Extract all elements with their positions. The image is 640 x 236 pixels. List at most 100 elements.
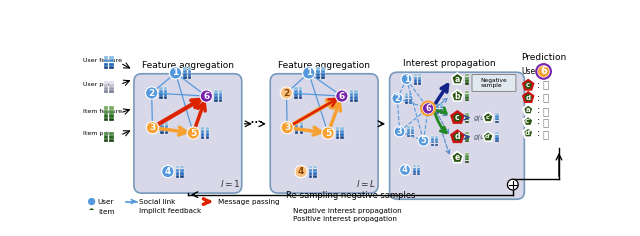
Bar bbox=[104, 81, 108, 84]
Bar bbox=[405, 93, 408, 96]
Bar bbox=[180, 169, 184, 172]
Text: 5: 5 bbox=[325, 129, 331, 138]
Bar bbox=[164, 131, 168, 134]
Text: Feature aggregation: Feature aggregation bbox=[278, 61, 370, 70]
Text: 5: 5 bbox=[190, 129, 196, 138]
Bar bbox=[495, 135, 499, 137]
Bar bbox=[300, 128, 303, 131]
Text: User prior: User prior bbox=[83, 82, 115, 87]
Bar bbox=[413, 168, 416, 170]
Circle shape bbox=[399, 165, 410, 175]
Bar bbox=[435, 136, 438, 138]
Bar bbox=[465, 121, 469, 123]
Bar bbox=[495, 132, 499, 134]
Text: :: : bbox=[537, 105, 540, 115]
Bar bbox=[465, 77, 469, 79]
Text: Positive interest propagation: Positive interest propagation bbox=[293, 215, 397, 222]
Bar bbox=[109, 106, 113, 110]
Bar bbox=[175, 169, 179, 172]
Bar bbox=[431, 138, 435, 141]
Circle shape bbox=[322, 127, 334, 139]
Bar bbox=[465, 118, 469, 120]
Polygon shape bbox=[483, 112, 493, 122]
Bar bbox=[104, 110, 108, 114]
Text: Social link: Social link bbox=[139, 198, 175, 205]
Circle shape bbox=[392, 93, 403, 104]
Bar bbox=[188, 70, 191, 73]
Bar bbox=[465, 115, 469, 118]
Bar bbox=[104, 87, 108, 90]
Polygon shape bbox=[483, 131, 493, 141]
Polygon shape bbox=[451, 131, 463, 142]
Bar bbox=[104, 90, 108, 93]
Bar bbox=[321, 67, 324, 70]
Text: c: c bbox=[455, 113, 460, 122]
Text: :: : bbox=[537, 117, 540, 126]
Circle shape bbox=[418, 135, 429, 146]
Bar bbox=[109, 59, 113, 62]
Bar bbox=[417, 173, 420, 175]
Bar bbox=[465, 158, 469, 160]
Text: Feature aggregation: Feature aggregation bbox=[142, 61, 234, 70]
Bar bbox=[418, 82, 421, 84]
Bar bbox=[435, 138, 438, 141]
Bar bbox=[214, 96, 218, 99]
Bar bbox=[295, 131, 298, 134]
Polygon shape bbox=[87, 207, 96, 215]
Bar bbox=[183, 70, 187, 73]
Bar bbox=[336, 133, 339, 136]
Bar bbox=[340, 133, 344, 136]
Bar bbox=[417, 170, 420, 173]
Circle shape bbox=[281, 122, 293, 134]
Bar bbox=[294, 96, 298, 99]
Bar bbox=[414, 82, 417, 84]
Bar bbox=[354, 90, 358, 93]
Bar bbox=[407, 129, 410, 131]
Text: a: a bbox=[455, 75, 460, 84]
Bar bbox=[299, 93, 302, 96]
Text: Re-sampling negative samples: Re-sampling negative samples bbox=[286, 191, 416, 201]
Bar bbox=[109, 118, 113, 122]
Bar bbox=[104, 118, 108, 122]
Bar bbox=[183, 76, 187, 79]
Text: Implicit feedback: Implicit feedback bbox=[139, 208, 201, 214]
Circle shape bbox=[422, 103, 434, 114]
Bar bbox=[336, 136, 339, 139]
Circle shape bbox=[187, 127, 200, 139]
Bar bbox=[300, 122, 303, 125]
FancyBboxPatch shape bbox=[472, 75, 516, 92]
Bar bbox=[109, 114, 113, 118]
Bar bbox=[219, 93, 222, 96]
Bar bbox=[104, 114, 108, 118]
Bar bbox=[409, 96, 412, 98]
Text: g(c): g(c) bbox=[474, 114, 488, 121]
Bar bbox=[104, 66, 108, 69]
Bar bbox=[465, 161, 469, 163]
Text: 2: 2 bbox=[284, 88, 289, 97]
Bar bbox=[409, 101, 412, 104]
Bar bbox=[465, 74, 469, 76]
Circle shape bbox=[303, 67, 315, 79]
Bar bbox=[104, 139, 108, 142]
Bar bbox=[321, 76, 324, 79]
Bar bbox=[109, 84, 113, 87]
Bar bbox=[405, 96, 408, 98]
Text: d': d' bbox=[525, 130, 532, 136]
Bar bbox=[414, 74, 417, 76]
Bar bbox=[316, 70, 320, 73]
Bar bbox=[104, 106, 108, 110]
Bar bbox=[294, 93, 298, 96]
Text: User: User bbox=[98, 198, 115, 205]
Text: d': d' bbox=[485, 134, 492, 139]
FancyBboxPatch shape bbox=[270, 74, 378, 193]
Text: 1: 1 bbox=[172, 68, 179, 77]
Bar bbox=[411, 132, 414, 134]
Circle shape bbox=[147, 122, 159, 134]
Bar bbox=[495, 115, 499, 118]
Polygon shape bbox=[451, 90, 463, 101]
Text: 👎: 👎 bbox=[543, 117, 549, 127]
Bar bbox=[440, 109, 443, 111]
Bar bbox=[413, 165, 416, 167]
Bar bbox=[495, 121, 499, 123]
Bar bbox=[109, 110, 113, 114]
